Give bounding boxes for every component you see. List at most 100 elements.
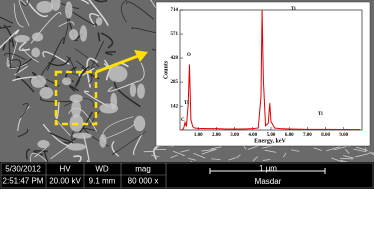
y-axis-label: Counts — [163, 60, 169, 79]
fiber — [228, 157, 236, 161]
fiber — [152, 146, 159, 152]
fiber — [22, 47, 39, 63]
fiber — [0, 16, 14, 24]
fiber — [353, 148, 367, 153]
fibers — [0, 0, 374, 177]
peak-label: O — [187, 53, 191, 58]
fiber — [193, 152, 206, 159]
fiber — [18, 41, 30, 52]
fiber — [89, 13, 100, 27]
particle — [50, 0, 61, 11]
fiber — [201, 148, 217, 152]
fiber — [3, 24, 15, 48]
particle — [99, 134, 107, 148]
fiber — [13, 3, 24, 28]
fiber — [210, 146, 222, 150]
particle — [68, 28, 79, 41]
particle — [133, 115, 146, 132]
particle — [71, 99, 82, 118]
wd-label: WD — [95, 165, 109, 174]
fiber — [111, 131, 147, 156]
fiber — [247, 145, 259, 150]
particle — [95, 17, 103, 26]
y-tick-label: 285 — [171, 80, 179, 85]
fiber — [26, 0, 49, 18]
peak-label: Ti — [291, 7, 296, 12]
x-tick-label: 8.00 — [321, 133, 330, 138]
fiber — [49, 131, 74, 144]
fiber — [111, 140, 120, 157]
y-tick-label: 571 — [171, 32, 179, 37]
particle — [99, 103, 119, 114]
time: 2:51:47 PM — [3, 177, 44, 186]
fiber — [3, 52, 26, 61]
fiber — [63, 111, 93, 144]
particle — [67, 143, 86, 151]
date: 5/30/2012 — [5, 165, 41, 174]
fiber — [78, 67, 95, 77]
mag-label: mag — [135, 165, 151, 174]
fiber — [264, 149, 277, 153]
fiber — [91, 40, 105, 70]
fiber — [243, 145, 247, 150]
fiber — [74, 65, 90, 88]
fiber — [180, 149, 190, 153]
particle — [36, 1, 54, 13]
particle — [129, 83, 137, 97]
fiber — [132, 133, 143, 156]
fiber — [333, 146, 348, 151]
particle — [79, 25, 88, 42]
fiber — [86, 57, 99, 88]
arrow-head — [134, 50, 148, 62]
particle — [61, 77, 72, 86]
fiber — [342, 155, 354, 159]
fiber — [252, 156, 259, 162]
wd: 9.1 mm — [89, 177, 116, 186]
x-tick-label: 6.00 — [285, 133, 294, 138]
fiber — [80, 0, 90, 5]
fiber — [93, 0, 108, 3]
fiber — [211, 158, 221, 160]
fiber — [136, 62, 145, 83]
x-tick-label: 7.00 — [303, 133, 312, 138]
particle — [31, 32, 44, 42]
fiber — [120, 0, 128, 23]
info-grid — [0, 162, 374, 189]
figure: Counts Energy, keV 5/30/2012 2:51:47 PM … — [0, 0, 374, 189]
spectrum — [181, 9, 361, 131]
fiber — [34, 147, 47, 158]
particle — [108, 65, 128, 83]
y-tick-label: 428 — [171, 56, 179, 61]
fiber — [172, 150, 185, 156]
fiber — [55, 119, 71, 137]
zoom-box — [54, 70, 98, 126]
fiber — [7, 38, 19, 67]
y-tick-label: 142 — [171, 104, 179, 109]
fiber — [42, 123, 70, 147]
fiber — [14, 66, 28, 76]
particle — [14, 35, 30, 43]
fiber — [236, 154, 241, 159]
fiber — [151, 154, 160, 157]
fiber — [81, 66, 100, 80]
fiber — [63, 98, 95, 108]
fiber — [97, 32, 101, 42]
fiber — [0, 25, 12, 29]
arrow-shaft — [95, 54, 139, 74]
info-bar — [0, 162, 374, 189]
fiber — [283, 152, 287, 158]
lab-name: Masdar — [255, 177, 282, 186]
fiber — [20, 103, 29, 119]
fiber — [290, 149, 300, 152]
fiber — [66, 56, 76, 72]
fiber — [42, 51, 70, 65]
fiber — [25, 148, 31, 160]
fiber — [10, 59, 21, 74]
particle — [37, 140, 50, 149]
peak-label: C — [181, 118, 185, 123]
particle — [31, 47, 41, 58]
fiber — [84, 90, 109, 107]
scale-label: 1 μm — [259, 164, 277, 173]
y-tick-label: 714 — [171, 8, 179, 13]
fiber — [170, 154, 178, 159]
